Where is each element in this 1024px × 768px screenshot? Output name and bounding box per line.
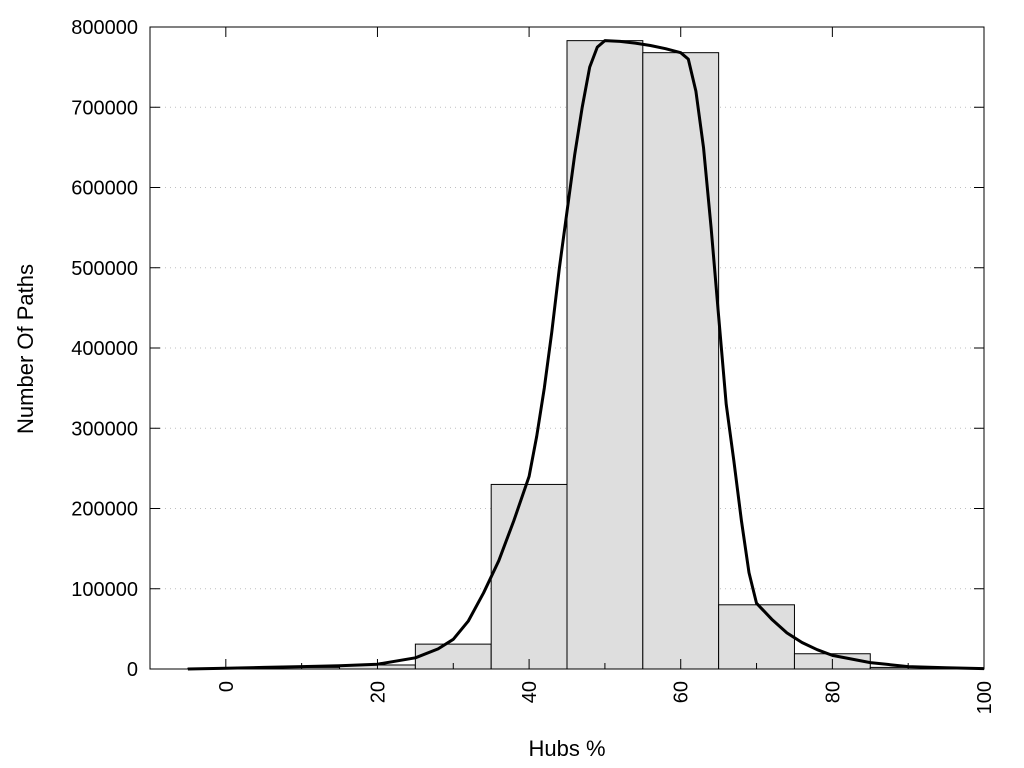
x-tick-label: 40 [519, 681, 541, 703]
y-tick-label: 500000 [71, 258, 138, 280]
x-axis-title: Hubs % [528, 736, 605, 761]
x-tick-label: 0 [216, 681, 238, 692]
density-curve [187, 39, 985, 671]
x-tick-label: 80 [822, 681, 844, 703]
x-tick-label: 60 [671, 681, 693, 703]
histogram-bar [490, 483, 568, 670]
y-tick-label: 100000 [71, 579, 138, 601]
y-tick-label: 300000 [71, 418, 138, 440]
y-tick-label: 800000 [71, 17, 138, 39]
y-tick-label: 600000 [71, 178, 138, 200]
y-axis-title: Number Of Paths [13, 264, 38, 434]
histogram-bar [642, 52, 720, 670]
x-tick-label: 100 [974, 681, 996, 714]
y-axis-ticks: 0 100000 200000 300000 400000 500000 600000 700… [71, 17, 984, 681]
grid-lines [150, 106, 984, 590]
histogram-bar [566, 40, 644, 670]
y-tick-label: 0 [127, 659, 138, 681]
x-axis-ticks: 0 20 40 60 80 100 [216, 27, 996, 714]
x-tick-label: 20 [367, 681, 389, 703]
y-tick-label: 700000 [71, 97, 138, 119]
histogram-bars [187, 40, 947, 670]
y-tick-label: 400000 [71, 338, 138, 360]
histogram-bar [718, 604, 795, 670]
y-tick-label: 200000 [71, 499, 138, 521]
